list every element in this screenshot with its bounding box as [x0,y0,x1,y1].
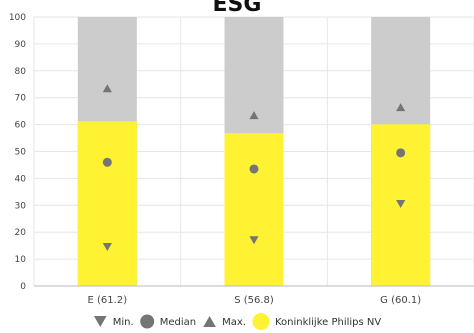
category-label: E (61.2) [88,295,128,306]
legend-company-icon [252,313,270,330]
y-tick-label: 30 [15,201,27,211]
y-tick-label: 100 [9,13,26,23]
legend-median-icon [140,314,155,329]
min-marker [249,236,259,245]
chart-title: ESG [212,0,262,17]
category-label: G (60.1) [380,295,421,306]
legend-label: Min. [113,317,134,328]
y-tick-label: 70 [15,94,27,104]
min-marker [396,199,406,208]
y-tick-label: 40 [15,174,27,184]
legend-label: Max. [222,317,246,328]
score-bar[interactable] [224,133,284,286]
max-marker [396,103,406,112]
y-tick-label: 50 [15,148,27,158]
legend-item[interactable]: Median [140,314,196,329]
legend-max-icon [203,316,216,327]
min-marker [102,242,112,251]
y-axis-ticks: 0 10 20 30 40 50 60 70 80 90 100 [9,13,26,292]
legend-item[interactable]: Max. [203,316,246,328]
category-label: S (56.8) [234,295,274,306]
median-marker [396,148,406,158]
bars [77,17,431,287]
median-marker [249,164,259,174]
y-tick-label: 60 [15,121,27,131]
median-marker [102,157,112,167]
legend-min-icon [93,316,107,327]
legend-item[interactable]: Koninklijke Philips NV [252,313,381,330]
legend-label: Median [160,317,196,328]
score-bar[interactable] [77,121,137,286]
max-marker [102,84,112,93]
y-tick-label: 0 [20,282,26,292]
max-marker [249,111,259,120]
y-tick-label: 80 [15,67,27,77]
y-tick-label: 20 [15,228,27,238]
legend[interactable]: Min. Median Max. Koninklijke Philips NV [93,313,381,330]
markers [102,84,406,251]
legend-label: Koninklijke Philips NV [275,317,381,328]
y-tick-label: 10 [15,255,27,265]
legend-item[interactable]: Min. [93,316,134,328]
x-axis: E (61.2) S (56.8) G (60.1) [34,285,474,306]
y-tick-label: 90 [15,40,27,50]
